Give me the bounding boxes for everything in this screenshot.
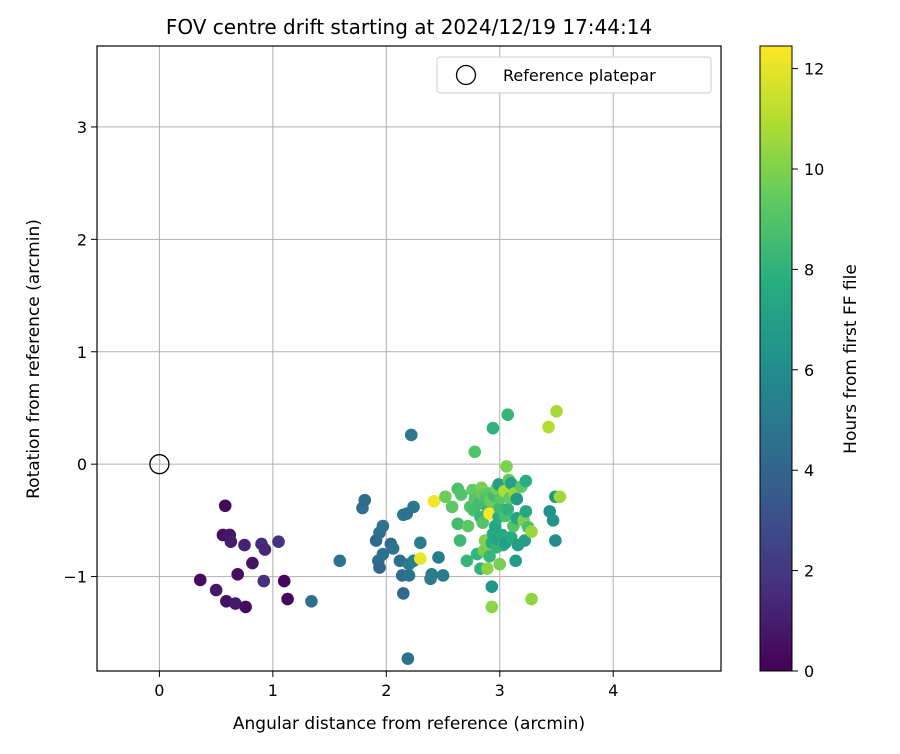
x-axis-label: Angular distance from reference (arcmin) — [233, 714, 585, 734]
data-point — [258, 543, 272, 556]
plot-frame — [96, 45, 722, 672]
data-point — [427, 494, 441, 508]
data-point — [358, 493, 372, 507]
data-point — [546, 514, 560, 527]
colorbar-tick-label: 2 — [804, 562, 814, 581]
y-tick-label: 3 — [77, 118, 87, 137]
data-point — [432, 551, 445, 564]
data-point — [468, 445, 482, 459]
data-point — [402, 569, 416, 582]
colorbar-tick-label: 8 — [804, 260, 814, 279]
data-point — [501, 408, 515, 422]
data-point — [519, 505, 533, 518]
y-axis-label: Rotation from reference (arcmin) — [24, 219, 44, 499]
data-point — [453, 534, 467, 547]
y-axis-ticks: −1 0 1 2 3 — [63, 118, 97, 587]
data-point — [246, 556, 259, 570]
data-point — [281, 592, 294, 606]
colorbar-tick-label: 10 — [804, 160, 824, 179]
data-point — [486, 421, 500, 435]
legend-entry: Reference platepar — [503, 66, 656, 85]
data-point — [401, 652, 415, 665]
data-point — [333, 554, 347, 568]
data-point — [460, 554, 474, 568]
data-point — [483, 550, 496, 563]
data-point — [373, 561, 386, 574]
data-point — [376, 519, 390, 533]
colorbar-tick-label: 6 — [804, 361, 814, 380]
data-point — [525, 592, 538, 606]
data-point — [550, 405, 563, 418]
data-point — [229, 597, 242, 610]
colorbar: 0 2 4 6 8 10 12 Hours from first FF file — [759, 45, 861, 681]
x-tick-label: 0 — [154, 681, 164, 700]
y-tick-label: 1 — [77, 343, 87, 362]
data-point — [238, 538, 251, 552]
data-point — [404, 428, 418, 442]
y-tick-label: 2 — [77, 230, 87, 249]
data-point — [277, 574, 291, 588]
data-point — [218, 499, 232, 513]
data-point — [305, 595, 318, 608]
data-point — [510, 492, 524, 506]
data-point — [425, 568, 438, 581]
legend-box — [436, 56, 712, 94]
chart-title: FOV centre drift starting at 2024/12/19 … — [166, 15, 652, 39]
x-tick-label: 1 — [268, 681, 278, 700]
data-point — [451, 517, 465, 531]
y-tick-label: 0 — [77, 455, 87, 474]
data-point — [500, 460, 513, 473]
colorbar-tick-label: 4 — [804, 461, 814, 480]
data-point — [209, 583, 223, 597]
data-point — [239, 600, 252, 614]
data-point — [193, 573, 207, 587]
data-point — [519, 474, 533, 488]
data-point — [553, 490, 567, 504]
data-point — [386, 542, 400, 555]
data-point — [509, 554, 522, 568]
y-tick-label: −1 — [63, 568, 87, 587]
reference-marker — [149, 454, 170, 475]
data-point — [376, 547, 390, 561]
data-point — [436, 569, 450, 582]
colorbar-label: Hours from first FF file — [841, 264, 861, 454]
legend: Reference platepar — [436, 56, 712, 94]
x-tick-label: 3 — [495, 681, 505, 700]
data-point — [407, 500, 420, 514]
colorbar-ticks: 0 2 4 6 8 10 12 — [792, 60, 824, 681]
data-point — [518, 534, 532, 547]
data-point — [414, 552, 427, 565]
data-point — [397, 587, 410, 600]
colorbar-gradient — [759, 45, 793, 672]
data-point — [461, 519, 475, 533]
data-point — [525, 525, 538, 538]
data-point — [224, 535, 238, 549]
colorbar-tick-label: 0 — [804, 662, 814, 681]
data-point — [504, 476, 518, 490]
data-point — [257, 574, 271, 588]
data-point — [272, 535, 285, 549]
reference-point-icon — [149, 454, 170, 475]
colorbar-tick-label: 12 — [804, 60, 824, 79]
data-point — [542, 420, 555, 434]
data-point — [485, 580, 499, 593]
data-point — [439, 490, 452, 504]
data-point — [485, 600, 499, 614]
x-tick-label: 2 — [381, 681, 391, 700]
data-point — [501, 502, 515, 516]
data-point — [445, 500, 459, 514]
x-axis-ticks: 0 1 2 3 4 — [154, 671, 618, 700]
data-point — [549, 534, 562, 547]
data-point — [231, 568, 244, 581]
data-point — [493, 557, 507, 571]
data-points — [193, 405, 567, 665]
data-point — [480, 562, 494, 576]
data-point — [414, 536, 427, 550]
data-point — [454, 488, 468, 501]
x-tick-label: 4 — [608, 681, 618, 700]
legend-marker-icon — [455, 64, 477, 86]
data-point — [476, 516, 490, 529]
